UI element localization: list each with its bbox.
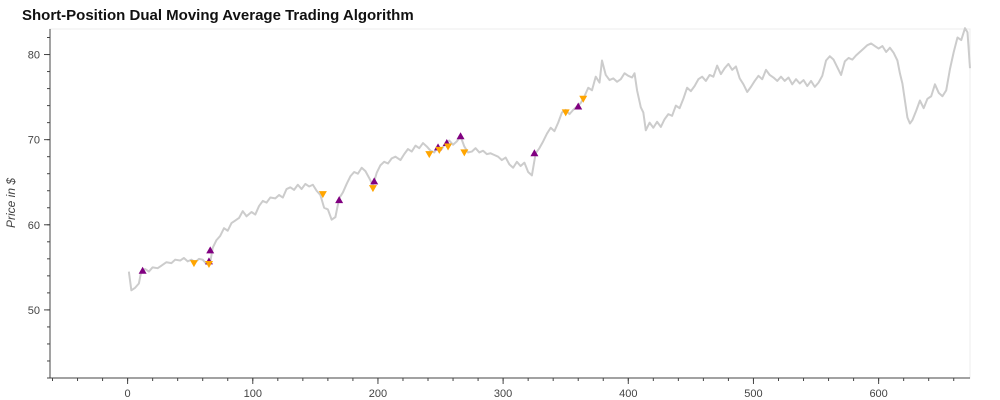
- sell-marker: [579, 95, 588, 103]
- sell-marker: [189, 260, 198, 268]
- x-tick-label: 100: [244, 388, 262, 400]
- chart-title: Short-Position Dual Moving Average Tradi…: [22, 7, 414, 24]
- sell-marker: [318, 191, 327, 199]
- sell-marker: [460, 149, 469, 157]
- y-tick-label: 50: [28, 305, 40, 317]
- sell-marker: [425, 151, 434, 159]
- buy-marker: [370, 177, 379, 185]
- x-tick-label: 600: [869, 388, 887, 400]
- buy-marker: [335, 196, 344, 204]
- buy-marker: [206, 246, 215, 254]
- y-tick-label: 60: [28, 220, 40, 232]
- sell-marker: [368, 185, 377, 193]
- y-tick-label: 80: [28, 50, 40, 62]
- x-tick-label: 300: [494, 388, 512, 400]
- buy-marker: [138, 266, 147, 274]
- x-tick-label: 400: [619, 388, 637, 400]
- buy-marker: [574, 102, 583, 110]
- x-tick-label: 0: [125, 388, 131, 400]
- buy-marker: [456, 132, 465, 140]
- x-tick-label: 500: [744, 388, 762, 400]
- buy-marker: [530, 149, 539, 157]
- x-tick-label: 200: [369, 388, 387, 400]
- plot-frame: [49, 28, 971, 379]
- y-tick-label: 70: [28, 135, 40, 147]
- sell-marker: [204, 260, 213, 268]
- sell-marker: [435, 146, 444, 154]
- sell-marker: [444, 143, 453, 151]
- sell-marker: [561, 109, 570, 117]
- price-line: [127, 27, 971, 292]
- y-axis-label: Price in $: [4, 178, 18, 228]
